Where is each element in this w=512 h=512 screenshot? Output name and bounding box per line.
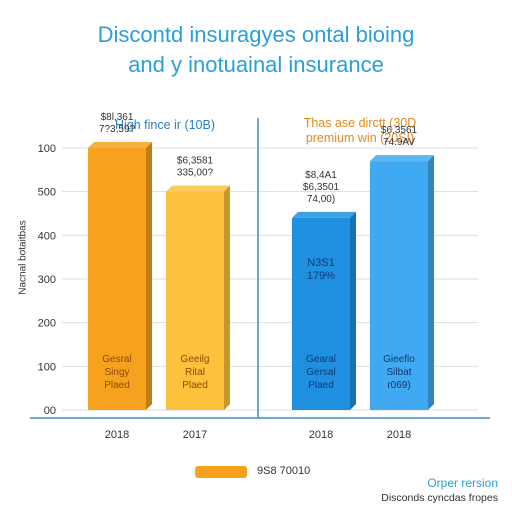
legend-swatch [195, 466, 247, 478]
legend-label: 9S8 70010 [257, 465, 311, 477]
bar-top-label: $6,3581 [177, 156, 214, 167]
bar [370, 161, 428, 410]
chart-title-line-2: and y inotuainal insurance [128, 52, 384, 77]
bar-side [428, 155, 434, 410]
chart-title-line-1: Discontd insuragyes ontal bioing [97, 22, 415, 47]
y-tick-label: 00 [44, 405, 56, 417]
bar-top [88, 142, 152, 148]
bar-top [166, 185, 230, 192]
bar-top-label: 74.9AV [383, 137, 415, 148]
bar-inner-label: Plaed [308, 380, 334, 391]
footer-note-title: Orper rersion [427, 476, 498, 490]
bar-inner-label: Plaed [182, 380, 208, 391]
bar-inner-label: Geeilg [181, 354, 210, 365]
bar [292, 217, 350, 410]
y-tick-label: 500 [38, 187, 56, 199]
bar-side [224, 185, 230, 410]
bar [88, 148, 146, 410]
bar-top-label: 7?3,59? [99, 124, 136, 135]
y-tick-label: 200 [38, 318, 56, 330]
bar-top-label: $8,4A1 [305, 170, 337, 181]
footer-note-text: Disconds cyncdas fropes [381, 492, 498, 504]
bar-top-label: $6,3501 [303, 182, 340, 193]
panel-title-left: High fince ir (10B) [114, 118, 216, 132]
bar-top [370, 155, 434, 162]
bar-top [292, 211, 356, 218]
y-tick-label: 100 [38, 143, 56, 155]
bar-inner-label: Silbat [386, 367, 411, 378]
x-tick-label: 2018 [105, 429, 129, 441]
bar-inner-label: Rital [185, 367, 205, 378]
bar-top-label: $6,3561 [381, 125, 418, 136]
bar-top-label: 335,00? [177, 168, 214, 179]
bar-inner-label: Gersal [306, 367, 335, 378]
bar-top-label: $8l,361 [101, 112, 134, 123]
x-tick-label: 2018 [309, 429, 333, 441]
panel-title-right: Thas ase dirctt (30D premium win (20SI) [303, 116, 417, 145]
bar-top-label: 74,00) [307, 194, 335, 205]
bar-inner-label: r069) [387, 380, 410, 391]
bar-inner-label: Plaed [104, 380, 130, 391]
bar-inner-label: 179% [307, 270, 335, 282]
bar-inner-label: Gesral [102, 354, 131, 365]
bar [166, 191, 224, 410]
bar-side [350, 211, 356, 410]
bar-side [146, 142, 152, 410]
x-tick-label: 2017 [183, 429, 207, 441]
y-tick-label: 300 [38, 274, 56, 286]
y-tick-label: 100 [38, 361, 56, 373]
bar-inner-label: Gieeflo [383, 354, 415, 365]
bar-inner-label: Gearal [306, 354, 336, 365]
bar-inner-label: N3S1 [307, 257, 335, 269]
y-tick-label: 400 [38, 230, 56, 242]
x-tick-label: 2018 [387, 429, 411, 441]
bar-inner-label: Singy [104, 367, 129, 378]
